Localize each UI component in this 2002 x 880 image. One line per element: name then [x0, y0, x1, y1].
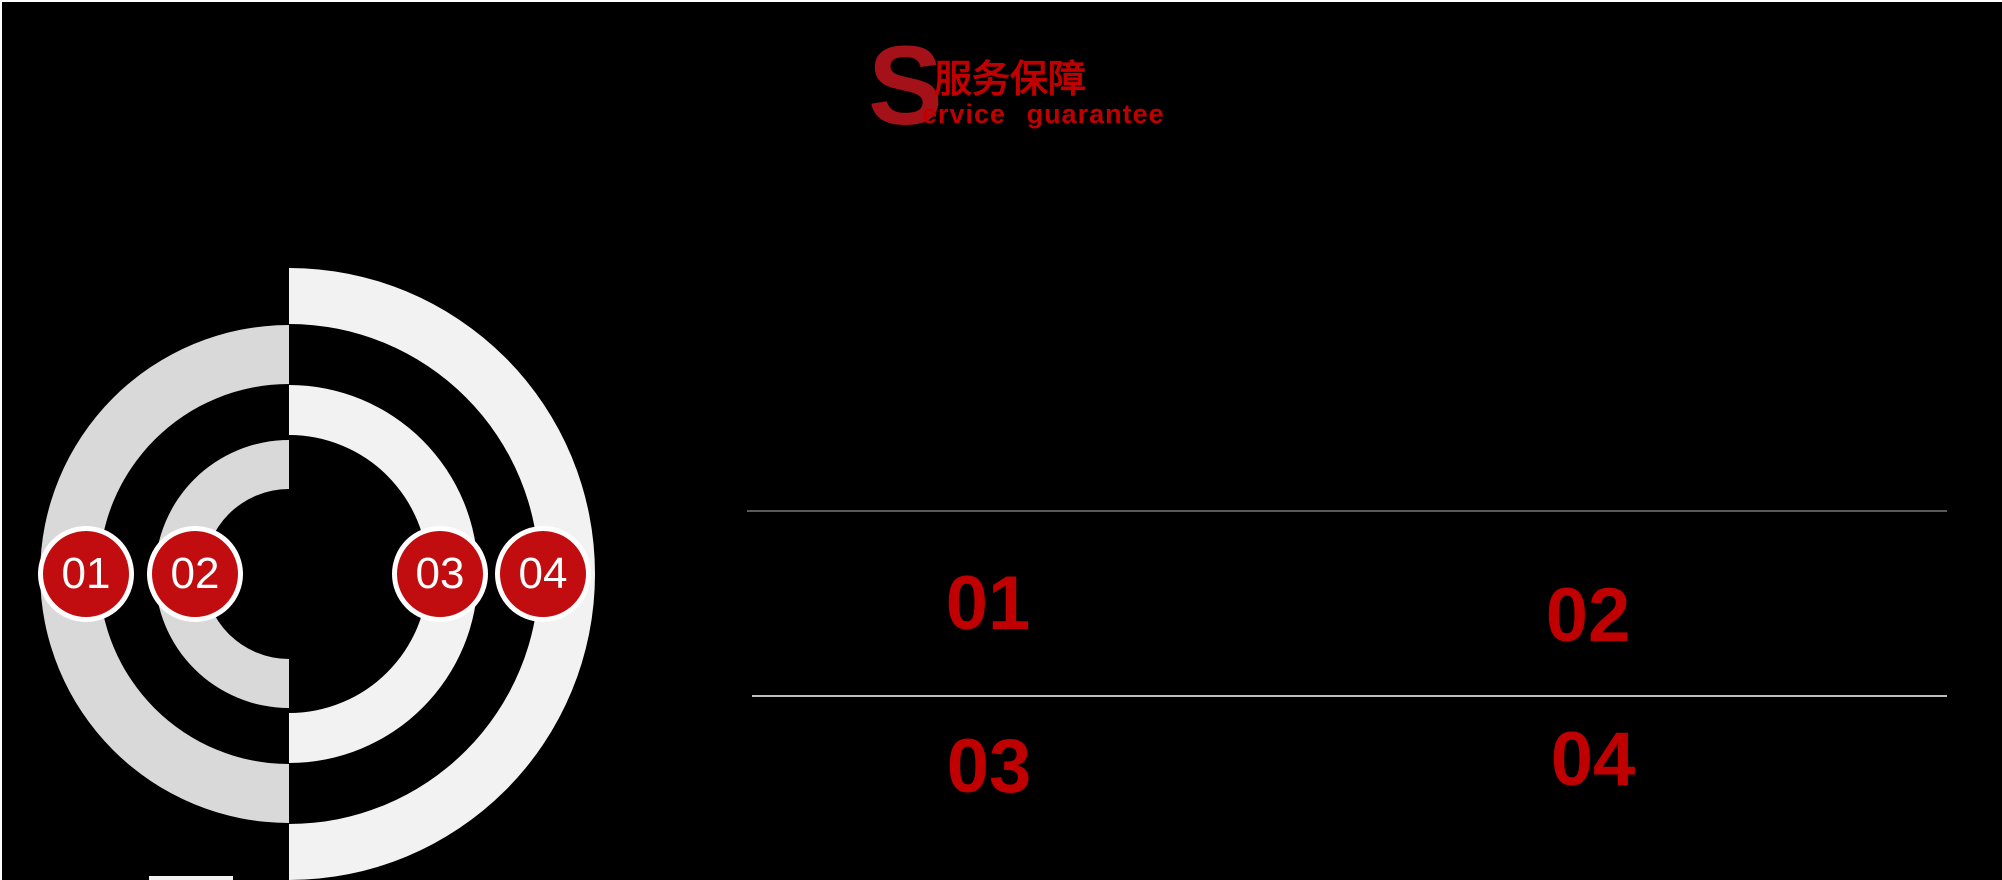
ring-arc-inner-right — [289, 385, 478, 763]
step-badge-03: 03 — [392, 526, 488, 622]
step-badge-label: 04 — [518, 549, 568, 598]
page-title-chinese: 服务保障 — [934, 59, 1087, 101]
ring-arc-inner-left — [155, 440, 289, 708]
ring-arc-outer-left — [40, 325, 289, 823]
step-badge-01: 01 — [38, 526, 134, 622]
section-number-03: 03 — [946, 724, 1032, 809]
section-number-01: 01 — [945, 561, 1031, 646]
step-badge-label: 03 — [415, 549, 465, 598]
step-badge-04: 04 — [495, 526, 591, 622]
ring-spiral-tail — [149, 876, 233, 880]
section-number-04: 04 — [1550, 717, 1636, 802]
section-number-02: 02 — [1545, 573, 1631, 658]
title-initial-letter: S — [868, 23, 943, 148]
step-badge-02: 02 — [147, 526, 243, 622]
ring-arc-outer-right — [289, 268, 595, 880]
step-badge-label: 02 — [170, 549, 220, 598]
step-badge-label: 01 — [61, 549, 111, 598]
divider-line-bottom — [752, 695, 1947, 697]
divider-line-top — [747, 510, 1947, 512]
page-title-english: ervice guarantee — [922, 99, 1165, 129]
